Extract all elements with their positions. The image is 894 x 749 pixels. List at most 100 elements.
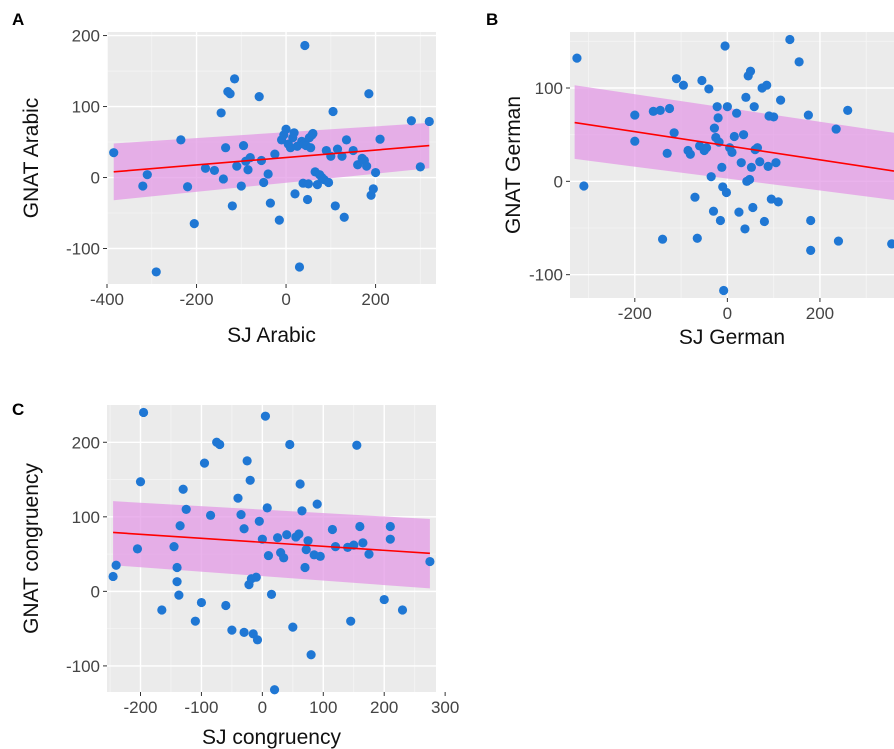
x-tick-label: -200 — [618, 304, 652, 323]
y-tick-label: 100 — [72, 98, 100, 117]
data-point — [218, 174, 228, 184]
data-point — [289, 128, 299, 138]
data-point — [785, 34, 795, 45]
x-tick-label: 0 — [258, 698, 267, 717]
y-axis-title: GNAT Arabic — [20, 98, 43, 219]
regression-line — [113, 531, 430, 555]
data-point — [232, 161, 242, 171]
data-point — [254, 91, 264, 102]
data-point — [685, 149, 695, 159]
data-point — [887, 239, 894, 249]
data-point — [630, 110, 640, 120]
y-tick-label: -100 — [529, 266, 563, 285]
data-point — [245, 475, 255, 485]
data-point — [172, 562, 182, 573]
data-point — [364, 89, 374, 99]
data-point — [272, 533, 283, 543]
data-point — [229, 74, 240, 84]
data-point — [252, 635, 263, 645]
data-point — [251, 572, 261, 582]
regression-line — [113, 144, 430, 173]
data-point — [109, 148, 119, 158]
data-point — [648, 106, 658, 116]
data-point — [312, 180, 322, 190]
data-point — [769, 112, 779, 122]
data-point — [655, 105, 665, 115]
data-point — [678, 80, 689, 90]
data-point — [766, 194, 776, 204]
data-point — [671, 74, 682, 84]
x-tick-label: 200 — [806, 304, 834, 323]
data-point — [274, 215, 284, 225]
data-point — [282, 530, 292, 540]
data-point — [189, 219, 199, 229]
data-point — [263, 550, 274, 561]
data-point — [579, 181, 589, 191]
data-point — [182, 182, 193, 192]
data-point — [259, 177, 269, 188]
data-point — [242, 456, 252, 466]
data-point — [692, 233, 702, 243]
data-point — [200, 163, 211, 173]
data-point — [713, 113, 723, 123]
data-point — [175, 521, 185, 531]
data-point — [721, 187, 732, 198]
data-point — [746, 162, 757, 172]
data-point — [424, 116, 434, 127]
data-point — [312, 499, 322, 509]
data-point — [701, 143, 712, 153]
data-point — [704, 84, 714, 94]
data-point — [330, 201, 340, 211]
x-tick-label: 100 — [309, 698, 337, 717]
x-tick-label: -400 — [90, 290, 124, 309]
regression-line — [574, 121, 894, 172]
data-point — [833, 236, 844, 246]
data-point — [181, 504, 191, 514]
data-point — [755, 157, 765, 167]
data-point — [256, 155, 267, 166]
data-point — [178, 484, 188, 494]
data-point — [209, 165, 220, 176]
data-point — [302, 194, 313, 205]
x-tick-label: 0 — [723, 304, 732, 323]
x-tick-label: -200 — [123, 698, 157, 717]
data-point — [306, 143, 316, 153]
data-point — [138, 181, 148, 191]
data-point — [288, 622, 298, 632]
x-axis-title: SJ congruency — [202, 726, 341, 749]
panel-letter: C — [12, 400, 24, 419]
y-tick-label: 0 — [91, 169, 100, 188]
y-tick-label: 0 — [554, 172, 563, 191]
data-point — [111, 560, 121, 570]
data-point — [270, 149, 280, 159]
data-point — [142, 170, 152, 180]
data-point — [339, 212, 349, 222]
data-point — [199, 458, 210, 468]
data-point — [662, 148, 672, 158]
data-point — [285, 439, 295, 450]
data-point — [664, 103, 675, 114]
data-point — [300, 562, 310, 573]
data-point — [262, 503, 272, 513]
data-point — [236, 181, 246, 191]
data-point — [741, 92, 751, 102]
panel-a: -400 -200 0 200 -100 0 100 200 SJ Arabic GNAT Ara… — [12, 10, 436, 347]
data-point — [346, 616, 356, 626]
data-point — [290, 189, 300, 199]
data-point — [341, 135, 352, 145]
data-point — [745, 66, 756, 76]
data-point — [221, 600, 231, 611]
y-axis-title: GNAT German — [502, 96, 525, 234]
data-point — [364, 549, 374, 559]
data-point — [425, 556, 435, 567]
data-point — [132, 544, 143, 554]
x-axis-title: SJ Arabic — [227, 324, 316, 347]
data-point — [269, 685, 280, 695]
y-tick-label: -100 — [66, 657, 100, 676]
data-point — [295, 479, 305, 489]
data-point — [266, 589, 277, 599]
data-point — [734, 207, 744, 217]
y-axis-title: GNAT congruency — [20, 463, 43, 634]
data-point — [238, 140, 249, 151]
